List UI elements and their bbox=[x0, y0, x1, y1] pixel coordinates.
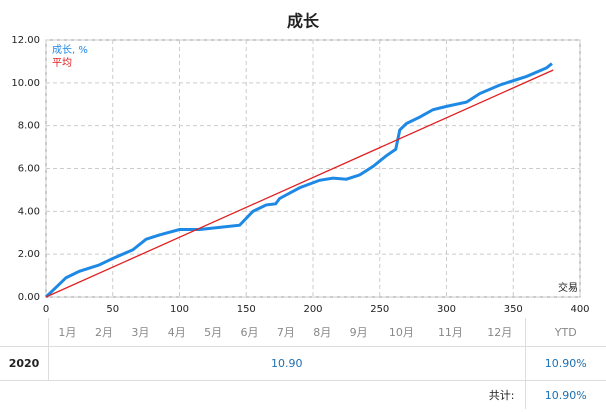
x-tick-label: 0 bbox=[43, 304, 49, 315]
table-cell: 10.90% bbox=[524, 346, 606, 381]
table-cell: 12月 bbox=[475, 318, 526, 347]
table-cell: 10月 bbox=[376, 318, 426, 347]
table-row: 共计: 10.90% bbox=[0, 380, 606, 409]
table-cell: 8月 bbox=[304, 318, 341, 347]
table-cell: 9月 bbox=[340, 318, 377, 347]
table-cell: 3月 bbox=[122, 318, 159, 347]
x-tick-label: 100 bbox=[170, 304, 189, 315]
legend-entry: 平均 bbox=[52, 57, 72, 69]
summary-table: 1月 2月 3月 4月 5月 6月 7月 8月 9月 10月 11月 12月 YTD 2020 10.90 1… bbox=[0, 318, 606, 409]
table-row: 2020 10.90 10.90% bbox=[0, 346, 606, 381]
table-cell: 5月 bbox=[194, 318, 232, 347]
table-cell: 6月 bbox=[231, 318, 268, 347]
table-cell: 7月 bbox=[267, 318, 305, 347]
x-tick-label: 250 bbox=[370, 304, 389, 315]
x-tick-label: 350 bbox=[504, 304, 523, 315]
x-tick-label: 150 bbox=[237, 304, 256, 315]
table-cell: 共计: bbox=[488, 389, 515, 402]
table-cell: YTD bbox=[524, 318, 606, 347]
table-cell: 10.90 bbox=[48, 346, 526, 381]
table-row: 1月 2月 3月 4月 5月 6月 7月 8月 9月 10月 11月 12月 YTD bbox=[0, 318, 606, 347]
x-axis-label: 交易 bbox=[558, 281, 578, 294]
table-cell: 2020 bbox=[8, 357, 40, 370]
series-line bbox=[45, 69, 554, 298]
chart-title: 成长 bbox=[287, 12, 320, 31]
series-line bbox=[44, 62, 553, 299]
table-cell: 4月 bbox=[158, 318, 195, 347]
x-tick-label: 200 bbox=[303, 304, 322, 315]
y-tick-label: 2.00 bbox=[18, 249, 40, 260]
x-tick-label: 400 bbox=[570, 304, 589, 315]
table-cell: 1月 bbox=[47, 318, 86, 347]
x-tick-label: 50 bbox=[106, 304, 119, 315]
y-tick-label: 8.00 bbox=[18, 121, 40, 132]
table-cell: 2月 bbox=[85, 318, 123, 347]
y-tick-label: 6.00 bbox=[18, 164, 40, 175]
y-tick-label: 0.00 bbox=[18, 292, 40, 303]
legend-entry: 成长, % bbox=[52, 44, 88, 56]
y-tick-label: 4.00 bbox=[18, 206, 40, 217]
y-tick-label: 10.00 bbox=[11, 78, 40, 89]
table-cell: 11月 bbox=[425, 318, 475, 347]
table-cell: 10.90% bbox=[524, 380, 606, 409]
chart: 成长 交易 0.00 2.00 4.00 6.00 8.00 10.00 12.00 0 50 1… bbox=[11, 12, 589, 316]
x-tick-label: 300 bbox=[437, 304, 456, 315]
table-cell bbox=[0, 318, 49, 347]
y-tick-label: 12.00 bbox=[11, 35, 40, 46]
